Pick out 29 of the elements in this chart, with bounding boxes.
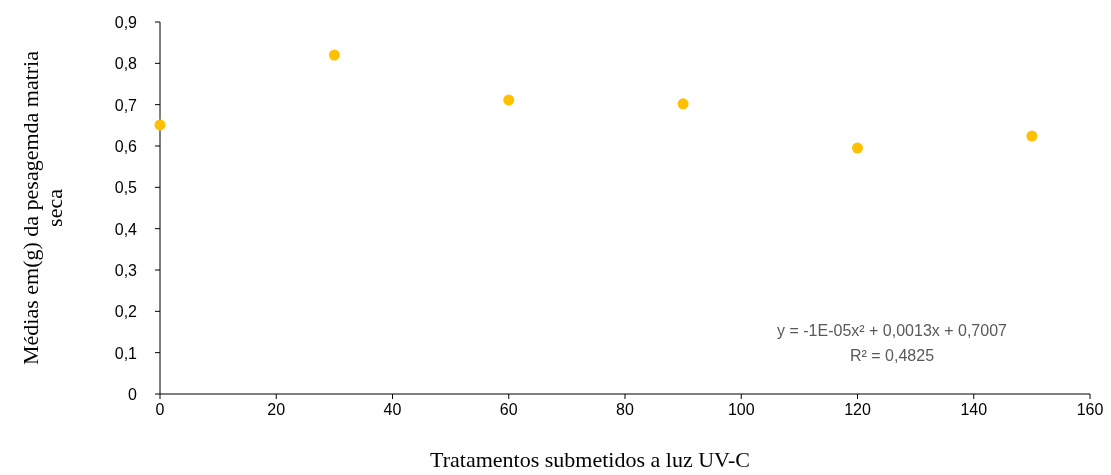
- y-tick-label: 0,8: [114, 55, 138, 73]
- point: [328, 49, 340, 61]
- point: [154, 119, 166, 131]
- point: [852, 142, 863, 154]
- x-tick-label: 40: [383, 401, 402, 418]
- y-tick-label: 0,3: [114, 262, 138, 279]
- y-tick-label: 0,4: [114, 220, 138, 238]
- x-tick-label: 100: [727, 401, 755, 418]
- x-tick-label: 60: [499, 401, 518, 418]
- y-tick-label: 0,5: [114, 179, 138, 197]
- y-tick-label: 0,7: [114, 96, 138, 114]
- y-tick-label: 0,1: [114, 344, 138, 362]
- x-tick-label: 120: [844, 401, 871, 418]
- point: [677, 98, 689, 110]
- x-tick-label: 20: [267, 401, 286, 418]
- y-tick-label: 0,2: [114, 303, 138, 321]
- y-tick-label: 0,6: [114, 138, 138, 155]
- x-tick-label: 160: [1076, 401, 1104, 418]
- annotation: R² = 0,4825: [849, 347, 935, 364]
- y-axis-title: Médias em(g) da pesagemda matria seca: [18, 50, 67, 365]
- x-tick-label: 0: [155, 401, 165, 418]
- x-tick-label: 80: [616, 401, 634, 418]
- y-tick-label: 0: [128, 386, 138, 403]
- point: [503, 94, 515, 106]
- x-tick-label: 140: [960, 401, 988, 418]
- annotation: y = -1E-05x² + 0,0013x + 0,7007: [777, 322, 1008, 339]
- point: [1026, 130, 1038, 142]
- x-axis-title: Tratamentos submetidos a luz UV-C: [430, 447, 750, 472]
- y-tick-label: 0,9: [114, 14, 138, 31]
